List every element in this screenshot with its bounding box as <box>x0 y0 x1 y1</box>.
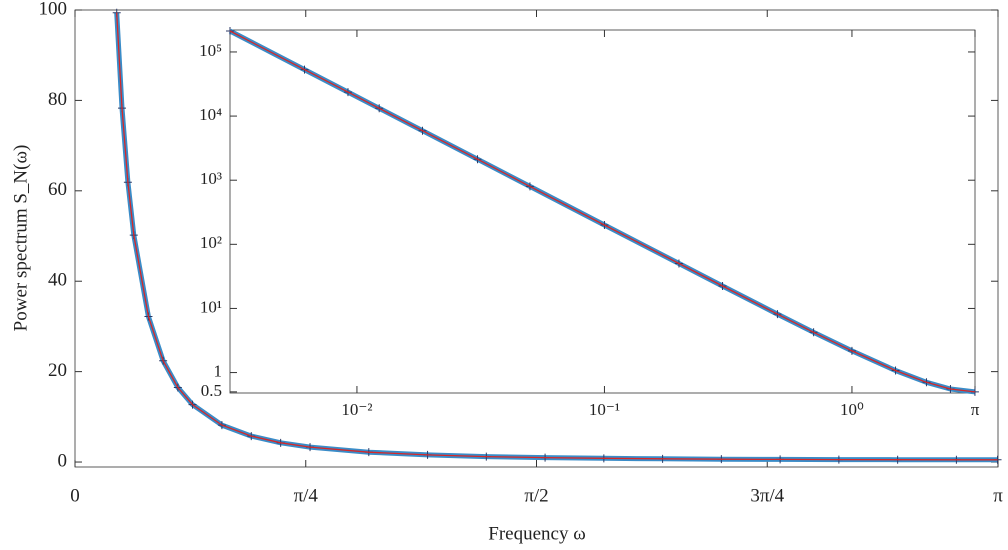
fit-line <box>116 12 998 461</box>
x-tick-label: π/4 <box>294 485 319 506</box>
plot-area <box>229 29 976 394</box>
x-tick-label: π/2 <box>524 485 548 506</box>
y-tick-label: 40 <box>48 270 67 291</box>
y-axis-label: Power spectrum S_N(ω) <box>10 145 31 332</box>
x-axis-label: Frequency ω <box>488 523 585 544</box>
y-tick-label: 10⁵ <box>199 41 222 60</box>
x-tick-label: π <box>971 400 980 419</box>
y-tick-label: 60 <box>48 179 67 200</box>
x-tick-label: π <box>993 485 1003 506</box>
y-tick-label: 0.5 <box>201 381 222 400</box>
y-tick-label: 10¹ <box>200 297 222 316</box>
y-tick-label: 10² <box>200 233 222 252</box>
y-tick-label: 0 <box>58 450 68 471</box>
x-tick-label: 10⁰ <box>840 400 864 419</box>
y-tick-label: 20 <box>48 360 67 381</box>
fit-line <box>229 30 975 393</box>
x-tick-label: 10⁻¹ <box>589 400 620 419</box>
y-tick-label: 10⁴ <box>199 105 222 124</box>
y-tick-label: 100 <box>39 0 68 19</box>
y-tick-label: 10³ <box>200 169 222 188</box>
x-tick-label: 0 <box>70 485 80 506</box>
x-tick-label: 3π/4 <box>750 485 784 506</box>
y-tick-label: 80 <box>48 89 67 110</box>
y-tick-label: 1 <box>214 361 223 380</box>
x-tick-label: 10⁻² <box>341 400 372 419</box>
